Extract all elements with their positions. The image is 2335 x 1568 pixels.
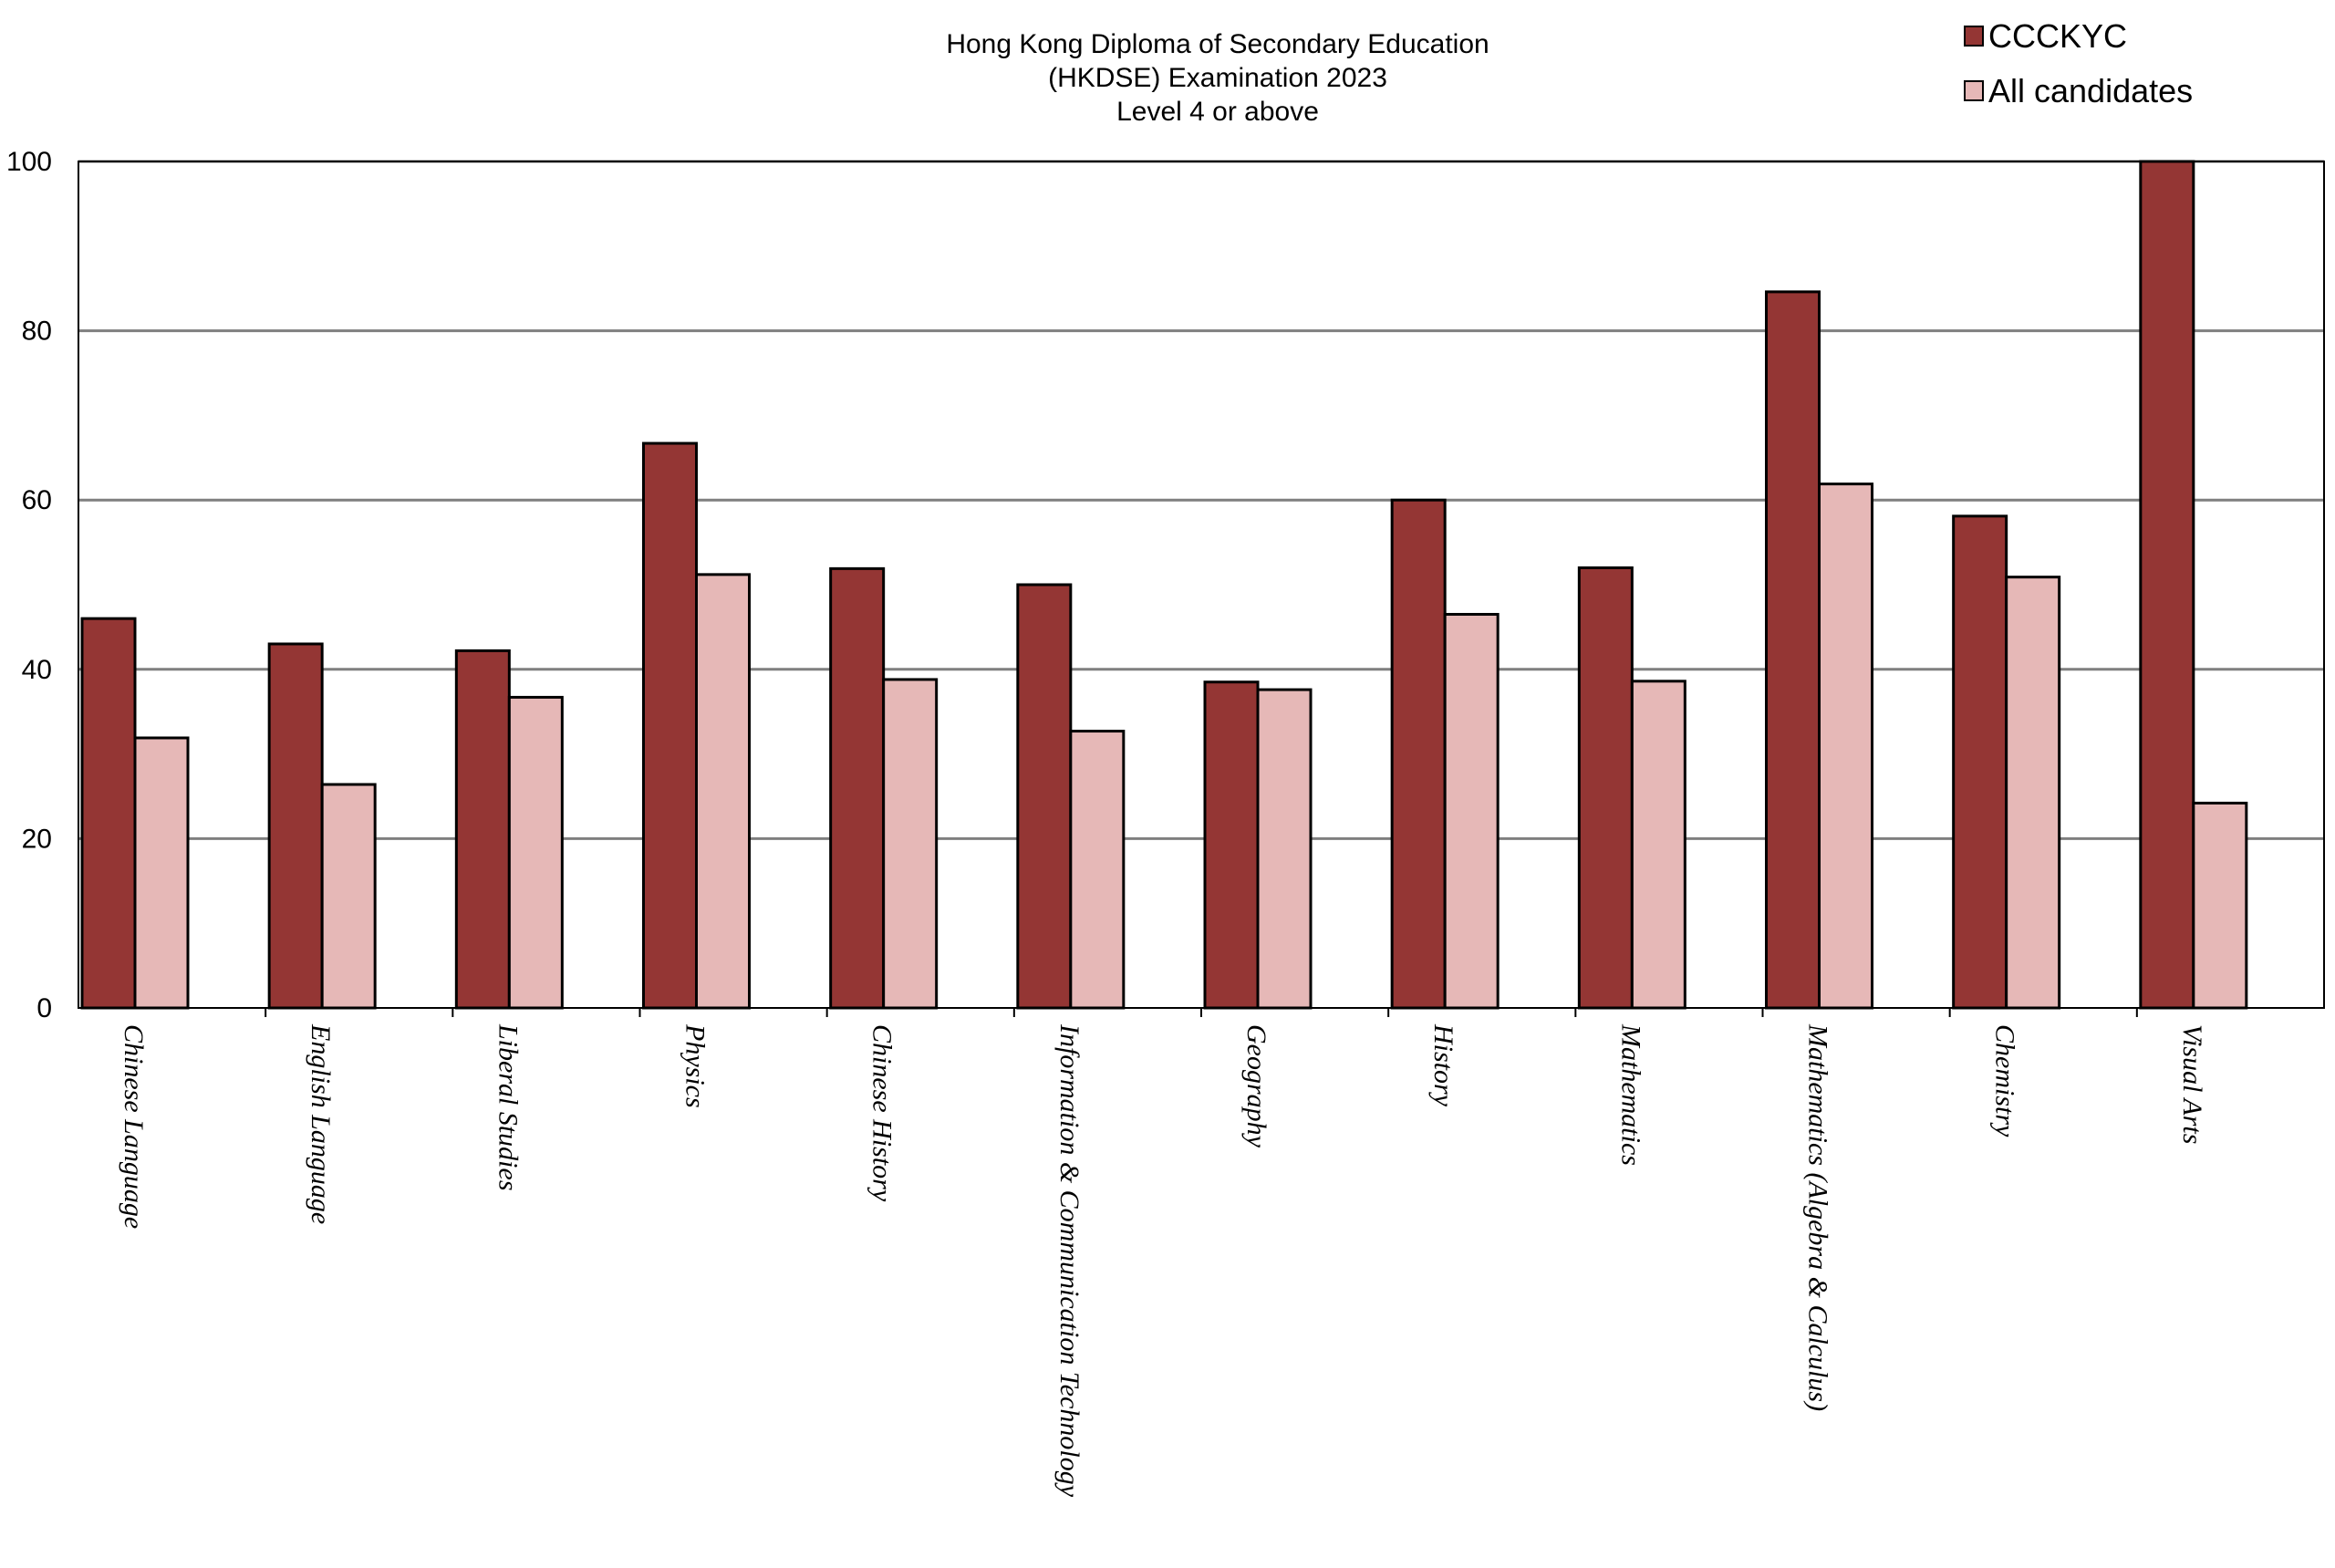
legend-label-series-2: All candidates [1988,72,2193,109]
x-tick-label: English Language [306,1023,336,1224]
bar-series-2 [507,695,564,1010]
x-tick-label: Geography [1241,1024,1271,1148]
bar-series-2 [2192,801,2248,1010]
x-tick-label: Chinese History [867,1024,898,1202]
title-line-1: Hong Kong Diploma of Secondary Education [946,29,1489,59]
x-tick-label: Mathematics (Algebra & Calculus) [1803,1023,1833,1411]
bar-series-1 [1952,514,2008,1010]
bar-series-1 [267,642,324,1010]
x-tick-label: Chemistry [1990,1024,2020,1137]
bar-series-1 [454,649,511,1010]
bar-series-1 [1016,583,1073,1010]
bar-series-2 [1443,612,1500,1010]
bar-series-2 [695,573,751,1010]
x-tick-label: Liberal Studies [493,1023,523,1191]
legend-label-series-1: CCCKYC [1988,17,2127,55]
bar-series-2 [1069,730,1126,1010]
bar-series-2 [1256,688,1313,1010]
bar-series-1 [80,617,137,1010]
x-tick-label: Mathematics [1615,1023,1645,1166]
bar-series-1 [642,441,698,1010]
plot-area-frame [78,161,2325,1009]
bar-series-1 [1765,290,1821,1010]
legend-item-series-2: All candidates [1964,72,2193,109]
bar-series-1 [1203,680,1260,1010]
legend-swatch-series-2 [1964,80,1984,101]
title-line-3: Level 4 or above [1116,97,1319,127]
y-tick-label: 60 [22,485,52,515]
y-tick-label: 80 [22,317,52,347]
x-axis-ticks: Chinese Language English Language Liberal … [119,1008,2207,1498]
chart-title: Hong Kong Diploma of Secondary Education… [946,29,1489,127]
bar-series-1 [1577,566,1634,1010]
x-tick-label: Chinese Language [119,1024,149,1229]
bar-series-2 [2005,576,2061,1010]
x-tick-label: Information & Communication Technology [1054,1023,1084,1498]
title-line-2: (HKDSE) Examination 2023 [1048,63,1387,93]
y-tick-label: 40 [22,655,52,685]
legend-item-series-1: CCCKYC [1964,17,2127,55]
x-tick-label: Physics [680,1023,711,1108]
y-axis-ticks: 0 20 40 60 80 100 [6,147,52,1023]
bar-series-1 [829,566,886,1010]
bar-series-2 [1818,483,1873,1010]
y-tick-label: 0 [36,993,52,1023]
legend: CCCKYC All candidates [1964,17,2193,109]
x-tick-label: History [1428,1023,1458,1107]
bar-series-2 [133,736,190,1010]
bar-series-2 [1630,680,1686,1010]
x-tick-label: Visual Arts [2177,1024,2207,1144]
bar-series-1 [1390,498,1447,1010]
y-tick-label: 100 [6,147,52,177]
y-tick-label: 20 [22,824,52,854]
legend-swatch-series-1 [1964,26,1984,47]
bar-series-2 [320,783,377,1010]
bar-series-1 [2139,160,2195,1010]
bar-series-2 [882,678,939,1010]
